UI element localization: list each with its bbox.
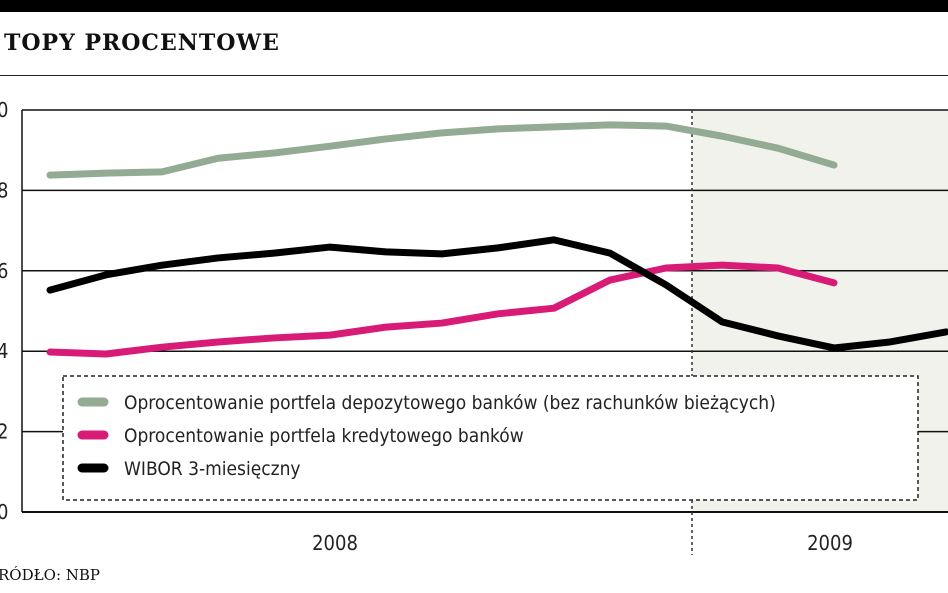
title-divider [0,75,948,76]
y-tick-label: 6 [0,259,8,283]
y-tick-label: 2 [0,420,8,444]
y-tick-label: 4 [0,339,8,363]
legend-label: Oprocentowanie portfela depozytowego ban… [124,392,776,414]
top-bar [0,0,948,12]
y-tick-label: 0 [0,98,8,122]
chart-title: TOPY PROCENTOWE [4,30,280,56]
legend: Oprocentowanie portfela depozytowego ban… [62,375,919,501]
legend-box [62,375,919,501]
legend-label: Oprocentowanie portfela kredytowego bank… [124,425,524,447]
legend-label: WIBOR 3-miesięczny [124,458,301,480]
source-note: RÓDŁO: NBP [0,566,101,584]
y-tick-label: 0 [0,500,8,524]
x-tick-label: 2009 [807,531,853,555]
x-tick-label: 2008 [312,531,358,555]
y-tick-label: 8 [0,178,8,202]
